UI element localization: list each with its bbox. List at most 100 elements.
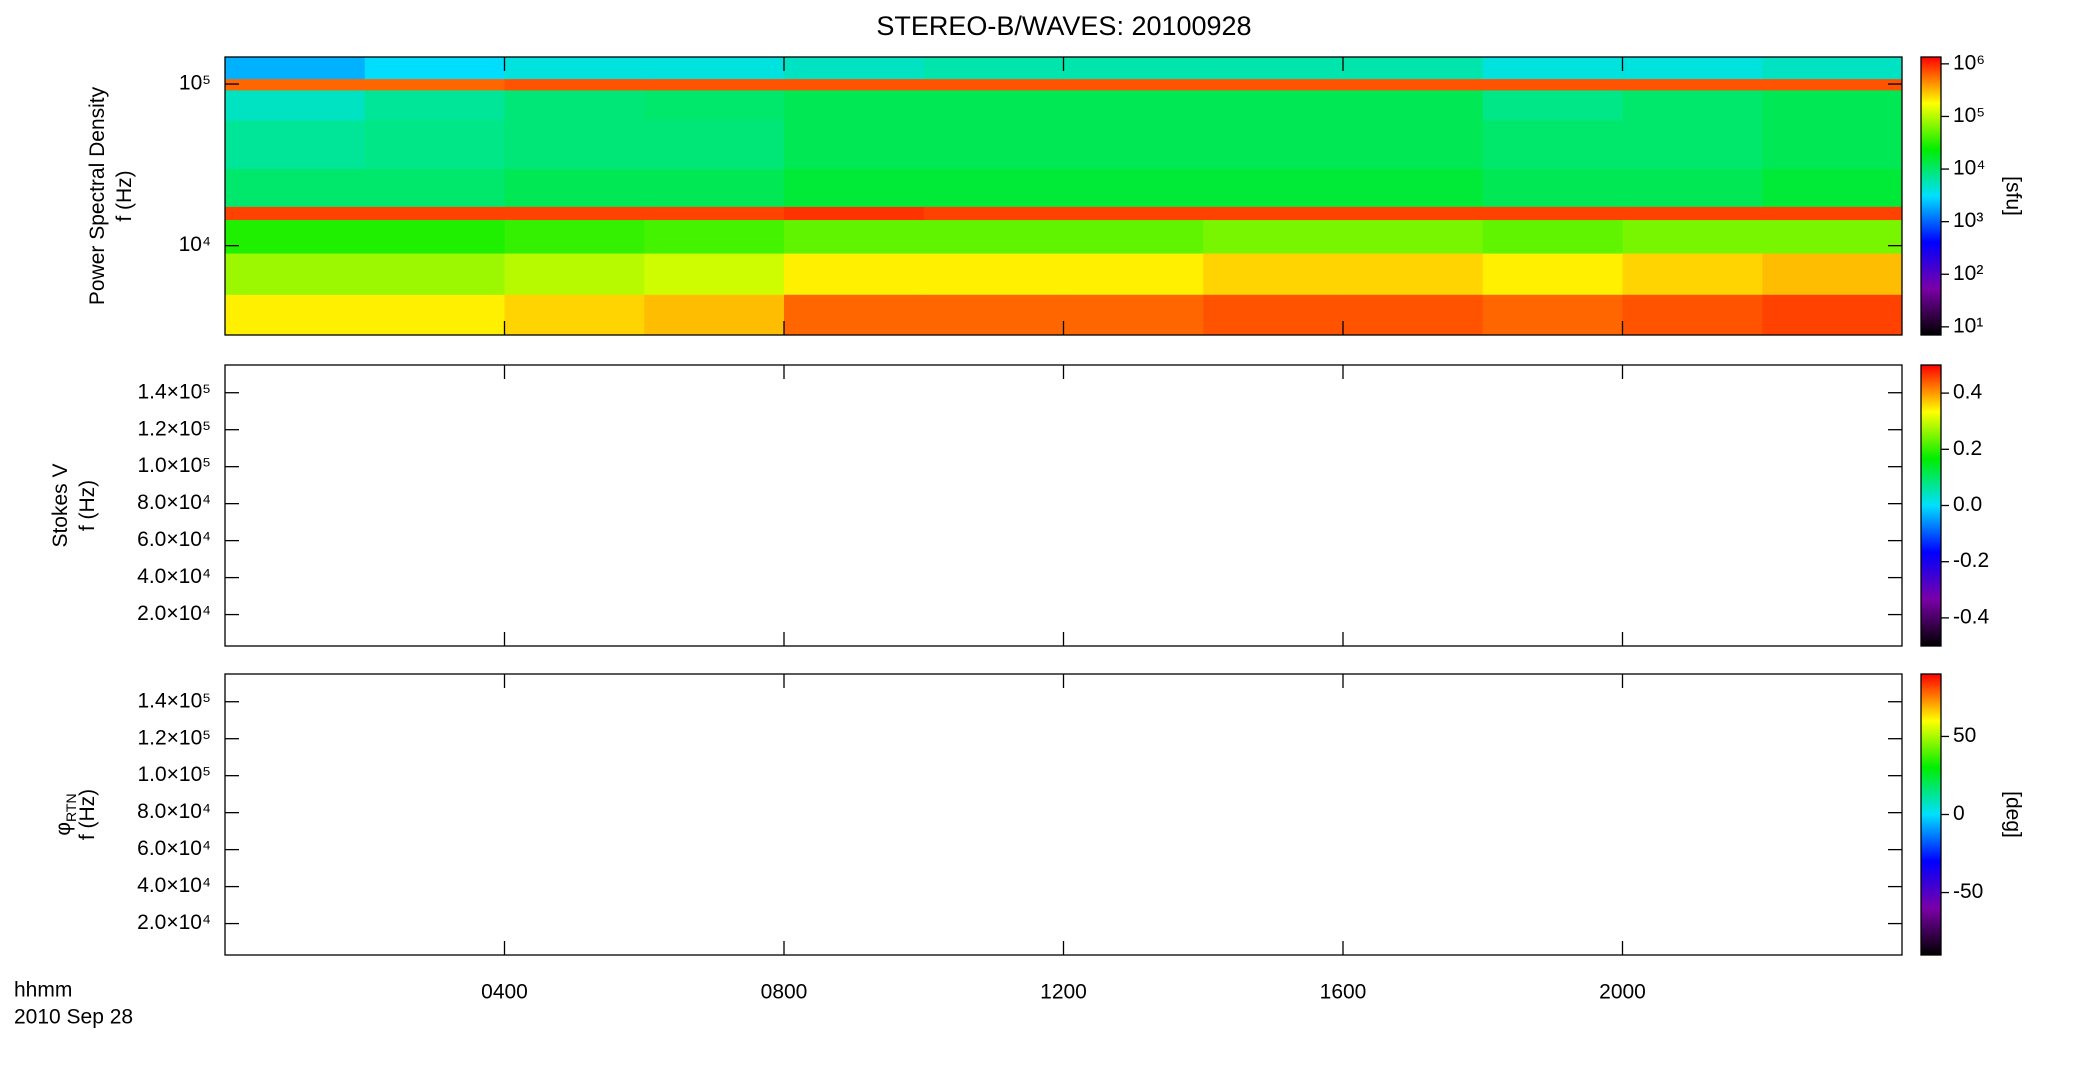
x-tick-label: 0400 xyxy=(481,981,528,1004)
spectrogram-cell xyxy=(1063,206,1204,221)
spectrogram-cell xyxy=(784,57,925,80)
spectrogram-cell xyxy=(1622,294,1763,336)
spectrogram-cell xyxy=(225,78,366,91)
colorbar-tick-label: 0.0 xyxy=(1953,493,1982,516)
spectrogram-cell xyxy=(1343,219,1484,254)
spectrogram-cell xyxy=(784,219,925,254)
spectrogram-cell xyxy=(1343,168,1484,207)
colorbar-tick-label: 50 xyxy=(1953,724,1976,747)
y-tick-label: 8.0×10⁴ xyxy=(137,491,211,514)
spectrogram-cell xyxy=(1482,253,1623,295)
spectrogram-cell xyxy=(784,168,925,207)
spectrogram-cell xyxy=(1622,219,1763,254)
colorbar-tick-label: 10² xyxy=(1953,262,1983,285)
spectrogram-cell xyxy=(1063,168,1204,207)
colorbar-tick-label: 10⁵ xyxy=(1953,104,1985,127)
spectrogram-cell xyxy=(1762,206,1903,221)
spectrogram-cell xyxy=(1203,119,1344,170)
colorbar-tick-label: 0.4 xyxy=(1953,381,1983,404)
spectrogram-cell xyxy=(225,206,366,221)
spectrogram-cell xyxy=(1762,253,1903,295)
spectrogram-cell xyxy=(644,119,785,170)
spectrogram-cell xyxy=(644,78,785,91)
colorbar-tick-label: 10³ xyxy=(1953,209,1983,232)
y-tick-label: 1.0×10⁵ xyxy=(137,454,211,477)
spectrogram-cell xyxy=(1482,219,1623,254)
y-axis-label-text: f (Hz) xyxy=(76,789,99,840)
spectrogram-cell xyxy=(923,78,1064,91)
colorbar-label: [deg] xyxy=(2001,791,2024,838)
spectrogram-cell xyxy=(364,253,505,295)
x-tick-label: 1200 xyxy=(1040,981,1087,1004)
y-axis-label-text: Power Spectral Density xyxy=(86,86,109,305)
spectrogram-cell xyxy=(1762,294,1903,336)
spectrogram-cell xyxy=(1063,89,1204,121)
colorbar-tick-label: 0 xyxy=(1953,802,1965,825)
spectrogram-cell xyxy=(504,57,645,80)
spectrogram-cell xyxy=(364,168,505,207)
spectrogram-cell xyxy=(364,206,505,221)
y-axis-label-text: φ xyxy=(52,822,75,836)
colorbar-tick-label: -0.4 xyxy=(1953,605,1990,628)
spectrogram-cell xyxy=(1762,119,1903,170)
y-axis-label-text: Stokes V xyxy=(49,463,72,547)
y-tick-label: 10⁵ xyxy=(179,72,211,95)
y-tick-label: 1.2×10⁵ xyxy=(137,726,211,749)
spectrogram-cell xyxy=(1482,206,1623,221)
spectrogram-cell xyxy=(225,168,366,207)
spectrogram-cell xyxy=(1063,78,1204,91)
spectrogram-cell xyxy=(1203,57,1344,80)
spectrogram-cell xyxy=(1482,294,1623,336)
x-tick-label: 1600 xyxy=(1320,981,1367,1004)
spectrogram-cell xyxy=(225,219,366,254)
colorbar xyxy=(1920,56,1942,336)
spectrogram-cell xyxy=(1622,206,1763,221)
spectrogram-cell xyxy=(923,206,1064,221)
spectrogram-cell xyxy=(923,294,1064,336)
spectrogram-cell xyxy=(784,89,925,121)
spectrogram-cell xyxy=(1622,78,1763,91)
spectrogram-cell xyxy=(644,219,785,254)
spectrogram-cell xyxy=(1203,168,1344,207)
y-axis-label: Stokes V xyxy=(49,463,72,547)
spectrogram-cell xyxy=(1482,168,1623,207)
spectrogram-cell xyxy=(1762,57,1903,80)
spectrogram-cell xyxy=(923,168,1064,207)
y-tick-label: 2.0×10⁴ xyxy=(137,911,211,934)
spectrogram-cell xyxy=(364,294,505,336)
y-tick-label: 6.0×10⁴ xyxy=(137,528,211,551)
spectrogram-cell xyxy=(364,78,505,91)
y-axis-label: f (Hz) xyxy=(113,170,136,221)
spectrogram-cell xyxy=(1203,294,1344,336)
colorbar-label: [sfu] xyxy=(2001,176,2024,216)
chart-title: STEREO-B/WAVES: 20100928 xyxy=(876,11,1251,41)
spectrogram-cell xyxy=(784,294,925,336)
spectrogram-cell xyxy=(504,253,645,295)
spectrogram-cell xyxy=(504,206,645,221)
spectrogram-cell xyxy=(1482,89,1623,121)
spectrogram-cell xyxy=(225,253,366,295)
spectrogram-cell xyxy=(504,219,645,254)
spectrogram-cell xyxy=(923,57,1064,80)
spectrogram-cell xyxy=(1203,219,1344,254)
colorbar-tick-label: 10⁴ xyxy=(1953,157,1985,180)
spectrogram-cell xyxy=(1482,57,1623,80)
spectrogram-cell xyxy=(1063,294,1204,336)
plot-frame xyxy=(224,673,1903,956)
colorbar-tick-label: -0.2 xyxy=(1953,549,1989,572)
spectrogram-cell xyxy=(1343,89,1484,121)
colorbar xyxy=(1920,364,1942,647)
spectrogram-cell xyxy=(644,206,785,221)
spectrogram-cell xyxy=(644,89,785,121)
date-label: 2010 Sep 28 xyxy=(14,1006,133,1029)
spectrogram-cell xyxy=(1063,253,1204,295)
x-tick-label: 2000 xyxy=(1599,981,1646,1004)
spectrogram-cell xyxy=(504,168,645,207)
spectrogram-cell xyxy=(923,219,1064,254)
spectrogram-cell xyxy=(504,78,645,91)
spectrogram-cell xyxy=(1203,253,1344,295)
spectrogram-cell xyxy=(923,253,1064,295)
y-axis-label: f (Hz) xyxy=(76,789,99,840)
